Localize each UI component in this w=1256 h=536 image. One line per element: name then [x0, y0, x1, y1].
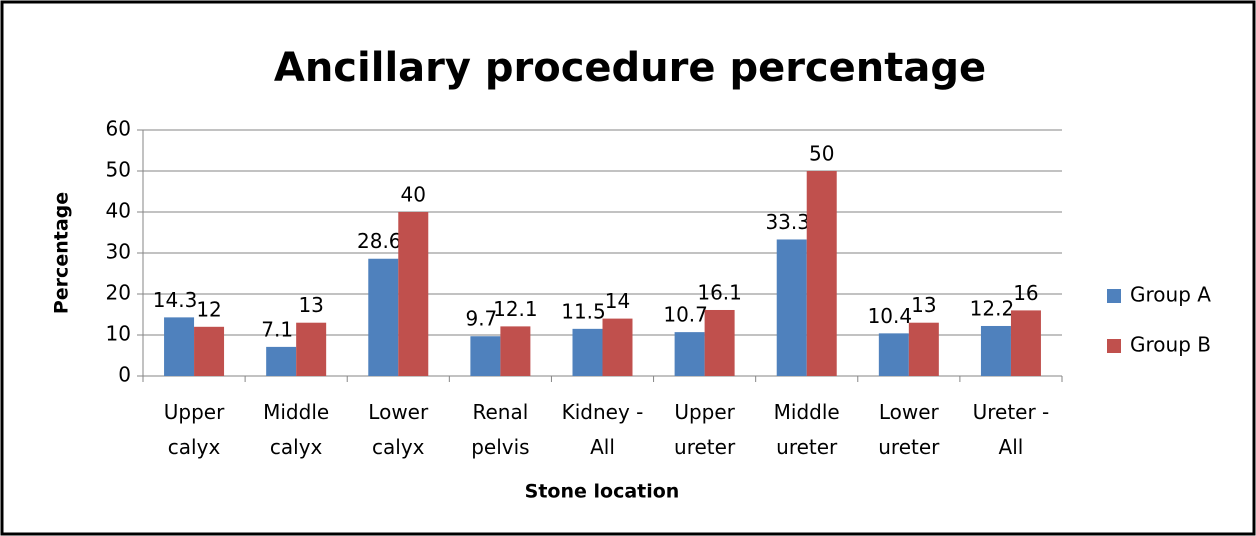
bar	[266, 346, 297, 376]
x-tick-label: Ureter - All	[972, 400, 1050, 459]
x-tick-label: Middle calyx	[263, 400, 330, 459]
bar	[398, 212, 429, 376]
bar	[602, 318, 633, 376]
y-tick-label: 10	[106, 322, 131, 346]
data-label: 14	[605, 289, 630, 313]
x-tick-label: Lower ureter	[878, 400, 940, 459]
data-label: 10.7	[663, 303, 708, 327]
data-label: 16.1	[697, 280, 742, 304]
data-label: 12.1	[493, 297, 538, 321]
bar	[164, 317, 195, 376]
y-tick-label: 60	[106, 117, 131, 141]
bar	[878, 333, 909, 376]
data-label: 28.6	[357, 229, 402, 253]
bar	[806, 171, 837, 376]
legend-swatch	[1107, 289, 1121, 303]
legend-swatch	[1107, 339, 1121, 353]
y-axis-title: Percentage	[51, 192, 73, 314]
y-tick-label: 50	[106, 158, 131, 182]
bar	[776, 239, 807, 376]
data-label: 12.2	[970, 296, 1015, 320]
data-label: 12	[196, 297, 221, 321]
bar	[368, 258, 399, 376]
bar	[572, 328, 603, 376]
data-label: 33.3	[765, 210, 810, 234]
data-label: 50	[809, 142, 834, 166]
y-tick-label: 0	[118, 363, 131, 387]
y-tick-label: 20	[106, 281, 131, 305]
data-label: 40	[401, 183, 426, 207]
bar	[194, 326, 225, 376]
bar	[704, 309, 735, 376]
data-label: 7.1	[261, 317, 293, 341]
y-tick-label: 40	[106, 199, 131, 223]
x-tick-label: Lower calyx	[368, 400, 429, 459]
legend-label: Group B	[1130, 333, 1211, 357]
bar	[500, 326, 531, 376]
x-axis-title: Stone location	[525, 481, 680, 503]
data-label: 11.5	[561, 299, 606, 323]
x-tick-label: Kidney - All	[561, 400, 644, 459]
data-label: 10.4	[868, 304, 913, 328]
bar	[980, 325, 1011, 376]
data-label: 13	[298, 293, 323, 317]
bar	[674, 332, 705, 376]
data-label: 13	[911, 293, 936, 317]
bar	[470, 336, 501, 376]
data-label: 16	[1013, 281, 1038, 305]
x-tick-label: Upper calyx	[163, 400, 225, 459]
x-tick-label: Middle ureter	[773, 400, 840, 459]
x-tick-label: Upper ureter	[674, 400, 736, 459]
data-label: 9.7	[465, 307, 497, 331]
data-label: 14.3	[153, 288, 198, 312]
bar	[908, 322, 939, 376]
bar	[296, 322, 327, 376]
x-tick-label: Renal pelvis	[471, 400, 530, 459]
chart-title: Ancillary procedure percentage	[274, 45, 986, 91]
y-tick-label: 30	[106, 240, 131, 264]
bar	[1010, 310, 1041, 376]
legend-label: Group A	[1130, 283, 1211, 307]
